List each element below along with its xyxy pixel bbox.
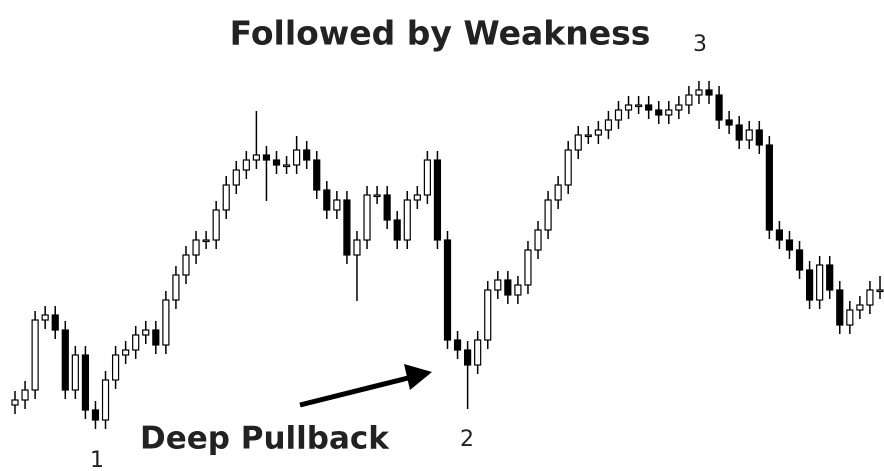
candle-body [101, 379, 110, 421]
candle-body [162, 299, 170, 346]
annotation: 1 [90, 448, 104, 471]
candle-body [71, 354, 79, 391]
candle-body [464, 349, 472, 366]
candle-body [594, 129, 602, 136]
candle-body [534, 229, 542, 251]
candle-body [11, 399, 19, 406]
candle-body [363, 194, 371, 241]
candle-body [564, 149, 572, 186]
candle-body [685, 94, 693, 106]
candle-body [856, 304, 864, 311]
candle-body [61, 329, 69, 391]
candle-body [665, 109, 673, 116]
candle-body [232, 169, 240, 186]
candle-body [795, 249, 804, 271]
candle-body [282, 164, 291, 168]
candle-body [333, 199, 341, 211]
candle-body [524, 249, 532, 286]
candle-body [826, 264, 834, 291]
candle-body [725, 119, 733, 126]
candle-body [313, 159, 321, 191]
candle-body [142, 329, 150, 336]
candle-body [785, 239, 794, 251]
candle-body [252, 154, 260, 161]
arrow-shaft [299, 374, 413, 408]
candle-body [41, 314, 49, 321]
candle-body [624, 104, 633, 111]
candle-body [413, 194, 421, 201]
candle-body [373, 194, 381, 198]
candle-body [453, 339, 462, 351]
candle-body [554, 184, 562, 201]
candle-body [484, 289, 492, 341]
candle-body [735, 124, 743, 141]
candle-body [645, 104, 653, 111]
candle-body [876, 289, 884, 293]
candle-body [343, 199, 351, 256]
candle-body [544, 199, 552, 231]
candle-body [655, 109, 663, 116]
candle-body [403, 199, 411, 241]
candle-body [383, 194, 391, 221]
candle-body [262, 154, 271, 161]
candle-body [765, 144, 773, 231]
candle-body [846, 309, 854, 326]
candle-body [303, 149, 311, 161]
candle-body [816, 264, 824, 301]
candle-body [192, 239, 200, 256]
candle-body [504, 279, 512, 296]
annotation: 3 [693, 32, 707, 57]
candle-body [836, 289, 844, 326]
candle-body [202, 239, 210, 243]
candle-body [353, 239, 361, 256]
candle-body [675, 104, 683, 111]
candle-body [91, 409, 100, 421]
candle-body [574, 134, 582, 151]
candle-body [433, 159, 442, 241]
candle-body [31, 319, 39, 391]
candle-body [21, 389, 29, 401]
candle-body [272, 159, 281, 166]
candle-body [745, 129, 753, 141]
candle-body [443, 239, 452, 341]
candle-body [514, 284, 522, 296]
candle-body [212, 209, 220, 241]
candle-body [805, 269, 814, 301]
candle-body [584, 134, 592, 138]
candle-body [81, 354, 90, 411]
candle-body [423, 159, 431, 196]
candle-body [866, 289, 874, 306]
candle-body [705, 89, 713, 96]
candle-body [152, 329, 160, 346]
candle-body [132, 334, 140, 351]
candle-body [393, 219, 401, 241]
annotation: Deep Pullback [140, 421, 390, 457]
candle-body [715, 94, 723, 121]
candle-body [242, 159, 250, 171]
annotation: 2 [460, 427, 474, 452]
chart-title: Followed by Weakness [230, 14, 651, 53]
candle-body [111, 354, 120, 381]
candle-body [172, 274, 180, 301]
arrow-head [404, 364, 432, 390]
candle-body [614, 109, 623, 121]
candle-body [494, 279, 502, 291]
candle-body [222, 184, 230, 211]
candle-body [51, 314, 59, 331]
candle-body [755, 129, 763, 146]
candle-body [775, 229, 784, 241]
candle-body [323, 189, 331, 211]
candle-body [293, 149, 301, 166]
candle-body [604, 119, 613, 131]
candle-body [635, 104, 643, 108]
candle-body [474, 339, 482, 366]
candle-body [695, 89, 703, 96]
candle-body [122, 349, 130, 356]
candle-body [182, 254, 190, 276]
